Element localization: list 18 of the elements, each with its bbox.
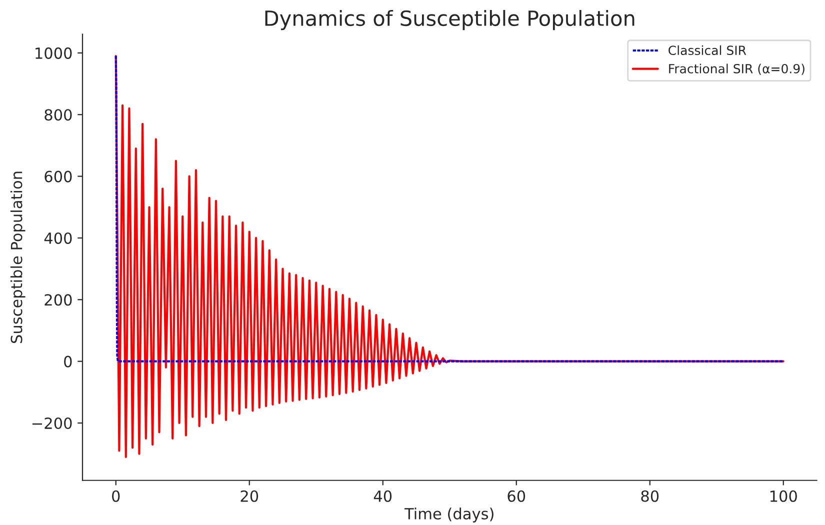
x-tick-label: 20 — [240, 490, 258, 502]
y-tick-label: 800 — [44, 109, 72, 121]
chart-title: Dynamics of Susceptible Population — [265, 10, 634, 30]
y-tick-label: 1000 — [36, 47, 72, 59]
y-tick-label: 0 — [64, 356, 72, 368]
x-tick-label: 60 — [508, 490, 526, 502]
y-tick-label: −200 — [32, 417, 72, 430]
x-tick-label: 40 — [374, 490, 392, 502]
x-tick-label: 80 — [641, 490, 659, 502]
y-tick-label: 600 — [44, 170, 72, 182]
x-tick-label: 100 — [770, 490, 797, 502]
y-axis-title: Susceptible Population — [10, 172, 26, 344]
y-tick-label: 200 — [44, 294, 72, 306]
x-tick-label: 0 — [112, 490, 120, 502]
legend-label: Classical SIR — [668, 45, 746, 56]
legend-label: Fractional SIR (α=0.9) — [669, 64, 804, 75]
y-tick-label: 400 — [44, 232, 72, 244]
x-axis-title: Time (days) — [404, 508, 494, 522]
